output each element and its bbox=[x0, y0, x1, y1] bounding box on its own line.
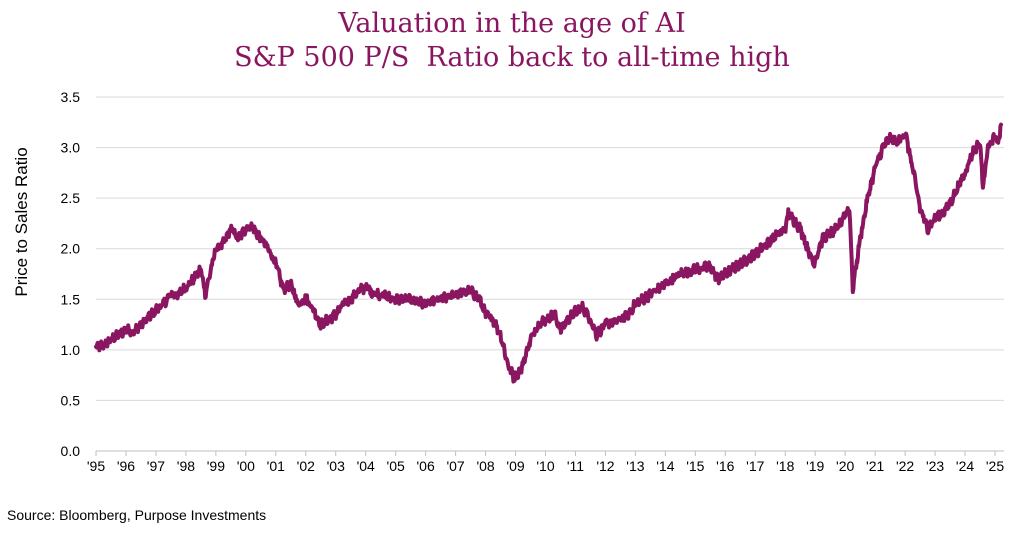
source-note: Source: Bloomberg, Purpose Investments bbox=[7, 507, 267, 523]
y-axis-label: Price to Sales Ratio bbox=[12, 147, 31, 296]
y-tick-label: 0.0 bbox=[61, 443, 81, 459]
x-tick-label: '08 bbox=[476, 458, 494, 474]
x-tick-label: '02 bbox=[297, 458, 315, 474]
chart-title-line-1: Valuation in the age of AI bbox=[338, 8, 686, 39]
x-tick-label: '98 bbox=[177, 458, 195, 474]
x-tick-label: '24 bbox=[956, 458, 974, 474]
chart-title-line-2: S&P 500 P/S Ratio back to all-time high bbox=[234, 42, 790, 73]
x-tick-label: '17 bbox=[746, 458, 764, 474]
y-tick-label: 1.5 bbox=[61, 291, 81, 307]
x-tick-label: '96 bbox=[117, 458, 135, 474]
x-tick-label: '18 bbox=[776, 458, 794, 474]
x-tick-label: '09 bbox=[506, 458, 524, 474]
x-tick-label: '99 bbox=[207, 458, 225, 474]
x-tick-label: '13 bbox=[626, 458, 644, 474]
x-tick-label: '12 bbox=[596, 458, 614, 474]
x-tick-label: '01 bbox=[267, 458, 285, 474]
y-tick-label: 2.0 bbox=[61, 241, 81, 257]
x-tick-label: '00 bbox=[237, 458, 255, 474]
x-tick-label: '97 bbox=[147, 458, 165, 474]
x-tick-label: '06 bbox=[417, 458, 435, 474]
x-tick-label: '14 bbox=[656, 458, 674, 474]
x-tick-label: '10 bbox=[536, 458, 554, 474]
x-tick-label: '11 bbox=[567, 458, 584, 474]
x-tick-label: '15 bbox=[686, 458, 704, 474]
y-tick-label: 3.5 bbox=[61, 89, 81, 105]
gridlines bbox=[96, 96, 1004, 401]
y-tick-label: 0.5 bbox=[61, 392, 81, 408]
x-tick-label: '95 bbox=[87, 458, 105, 474]
x-tick-label: '07 bbox=[446, 458, 464, 474]
series-line-ps-ratio bbox=[94, 122, 1003, 384]
x-tick-label: '19 bbox=[806, 458, 824, 474]
x-tick-label: '21 bbox=[866, 458, 884, 474]
x-tick-label: '20 bbox=[836, 458, 854, 474]
y-tick-label: 1.0 bbox=[61, 342, 81, 358]
tick-labels: 0.0 0.5 1.0 1.5 2.0 2.5 3.0 3.5 '95 '96 '97 '98 '99 '… bbox=[61, 89, 1005, 474]
x-tick-label: '05 bbox=[387, 458, 405, 474]
x-tick-label: '03 bbox=[327, 458, 345, 474]
x-tick-label: '22 bbox=[896, 458, 914, 474]
y-tick-label: 3.0 bbox=[61, 140, 81, 156]
axes bbox=[95, 450, 1004, 456]
series-layer bbox=[94, 122, 1003, 384]
x-tick-label: '25 bbox=[986, 458, 1004, 474]
x-tick-label: '23 bbox=[926, 458, 944, 474]
x-tick-label: '16 bbox=[716, 458, 734, 474]
x-tick-label: '04 bbox=[357, 458, 375, 474]
y-tick-label: 2.5 bbox=[61, 190, 81, 206]
